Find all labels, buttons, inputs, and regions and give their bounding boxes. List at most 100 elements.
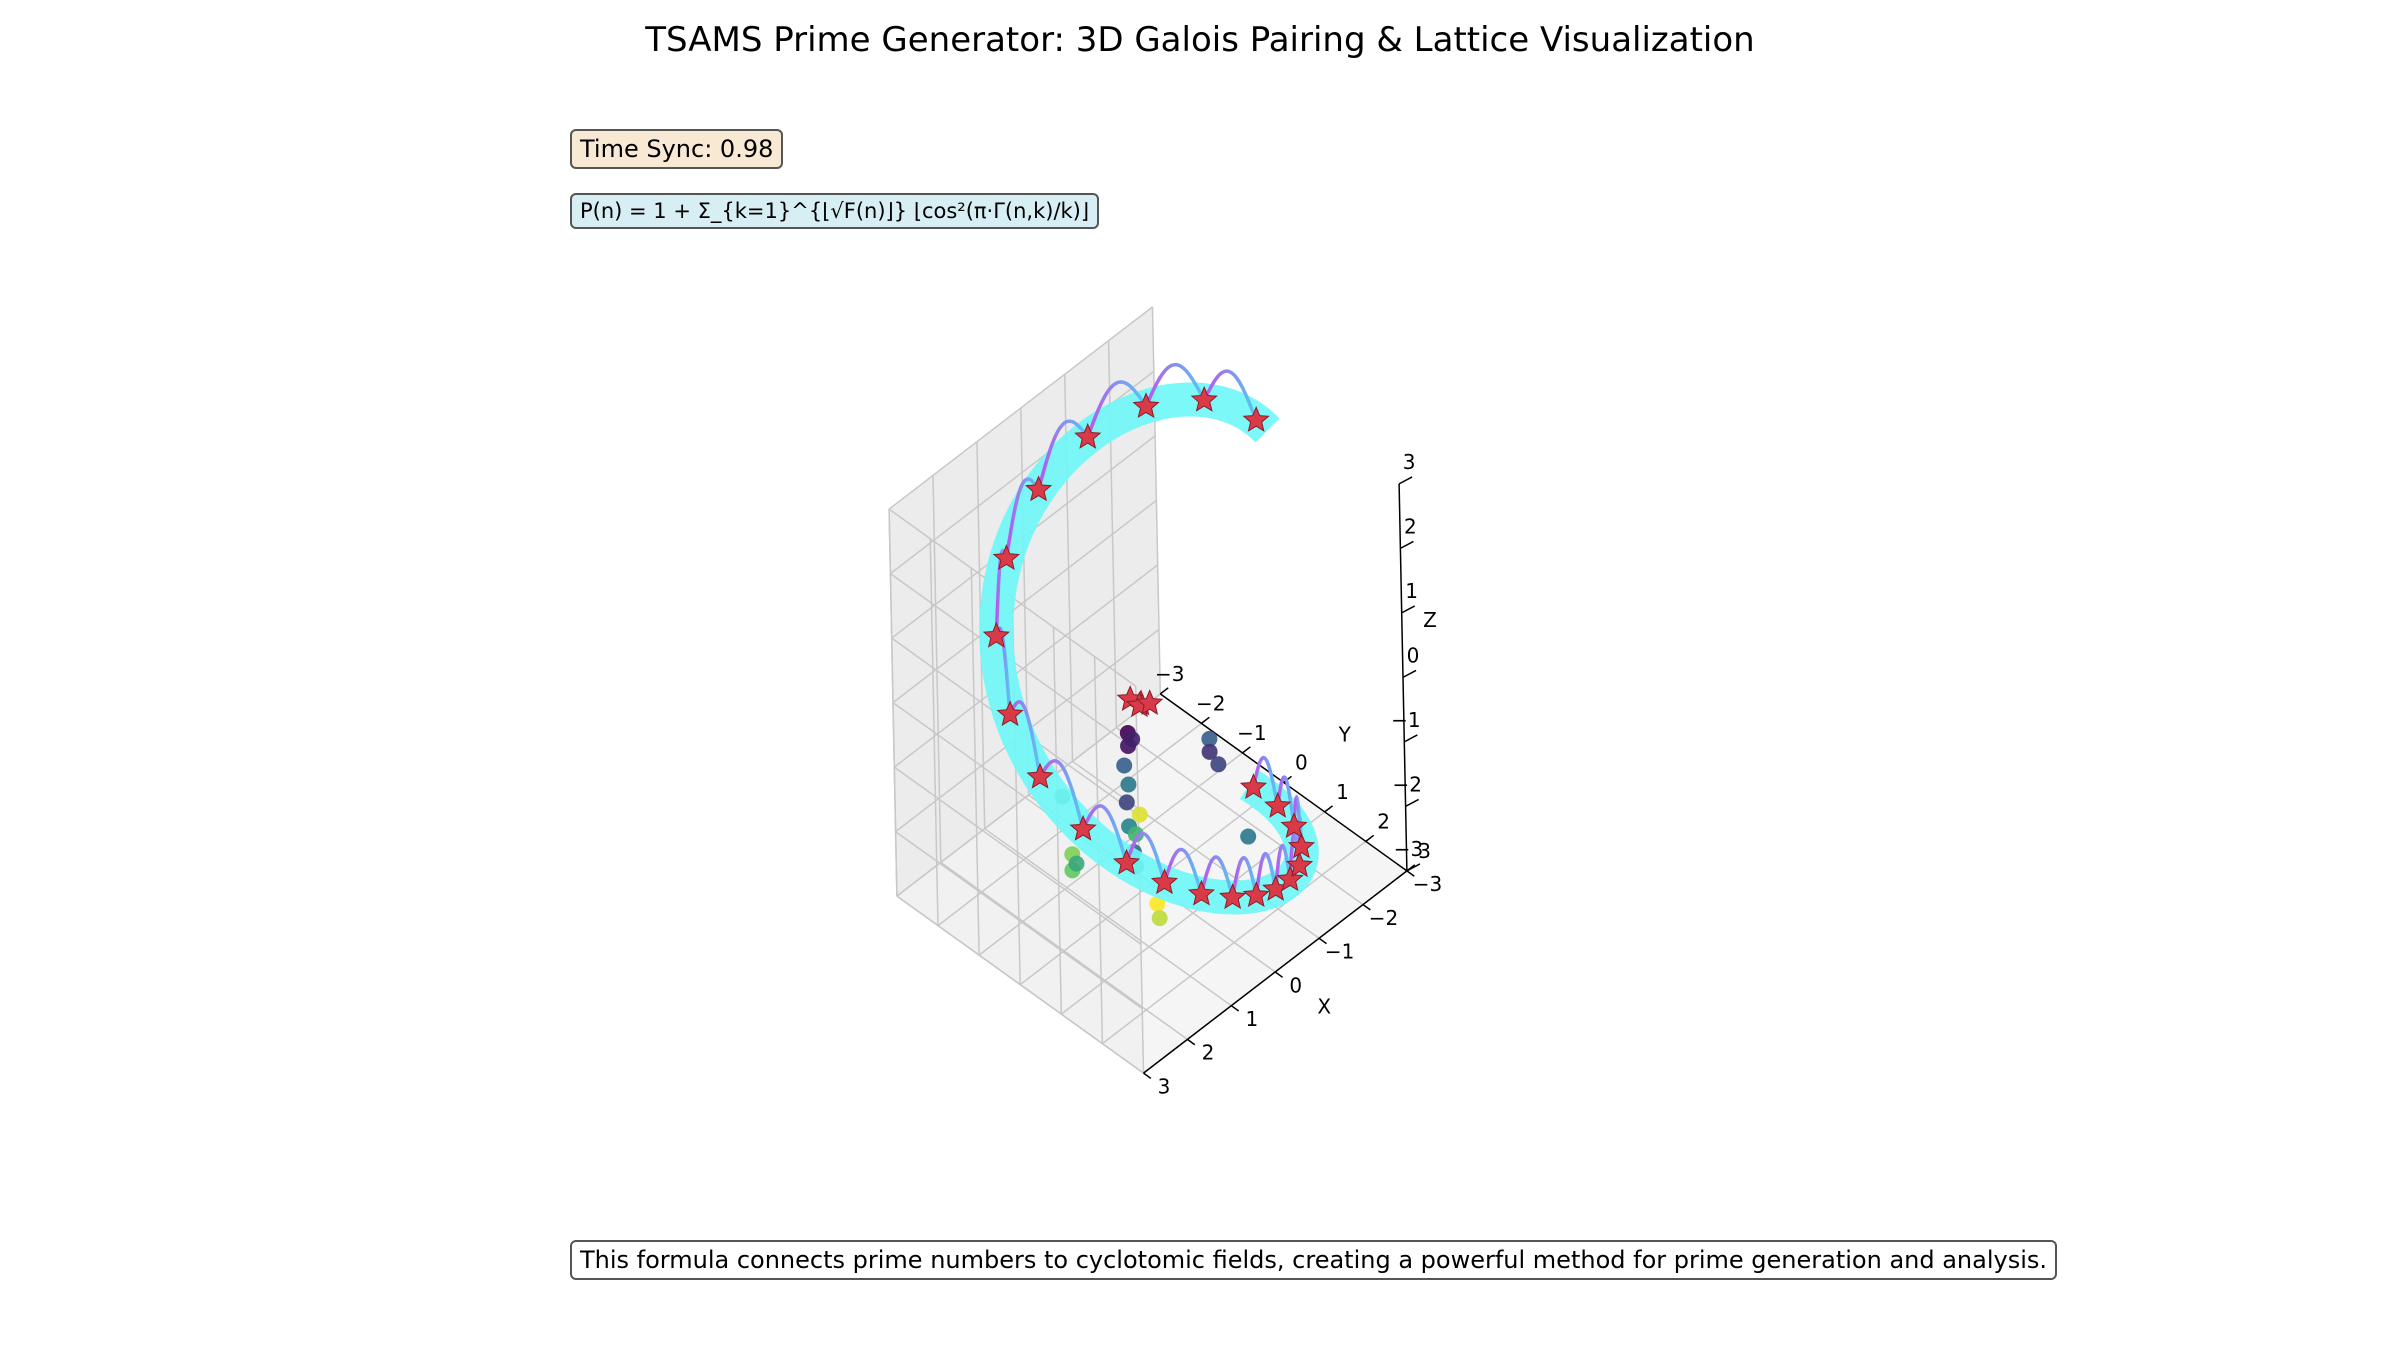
pairing-arc (1124, 831, 1167, 884)
y-tick-label: 0 (1295, 750, 1308, 774)
x-tick-label: −1 (1325, 940, 1354, 964)
lattice-point (1201, 730, 1218, 747)
y-tick (1365, 834, 1375, 842)
y-tick-label: −1 (1237, 721, 1266, 745)
pairing-arc (1202, 369, 1258, 421)
prime-star (1264, 791, 1292, 818)
grid-lines (888, 306, 1408, 1074)
z-tick-label: −2 (1392, 773, 1421, 797)
prime-star (1024, 475, 1053, 502)
prime-star (1242, 881, 1270, 908)
prime-star (1150, 868, 1179, 895)
pairing-arc (1254, 851, 1278, 896)
lattice-point (1201, 743, 1218, 760)
grid-line (888, 306, 1153, 510)
formula-box: P(n) = 1 + Σ_{k=1}^{⌊√F(n)⌋} ⌊cos²(π·Γ(n… (570, 193, 1100, 229)
lattice-point (1068, 855, 1085, 872)
time-sync-badge: Time Sync: 0.98 (570, 129, 784, 169)
y-tick-label: −3 (1155, 662, 1184, 686)
x-tick (1406, 870, 1415, 877)
prime-star (1276, 865, 1304, 892)
lattice-point (1210, 756, 1227, 773)
lattice-point (1116, 757, 1133, 774)
y-tick-label: −2 (1196, 691, 1225, 715)
x-tick-label: −3 (1413, 872, 1442, 896)
prime-star (1239, 773, 1268, 799)
x-tick-label: 0 (1289, 973, 1302, 997)
z-axis-label: Z (1423, 608, 1437, 632)
z-tick-label: −3 (1394, 837, 1423, 861)
lattice-point (1151, 910, 1168, 927)
prime-star (1136, 689, 1164, 715)
prime-star (1190, 385, 1218, 412)
prime-star (1074, 422, 1102, 449)
y-axis-label: Y (1338, 723, 1352, 747)
z-tick (1398, 476, 1413, 485)
pairing-arc (1081, 804, 1129, 864)
prime-star (1112, 848, 1141, 875)
x-tick (1230, 1005, 1240, 1012)
lattice-point (1131, 806, 1148, 823)
lattice-point (1120, 776, 1137, 793)
y-tick (1406, 864, 1416, 872)
prime-star (1132, 392, 1160, 419)
z-tick (1402, 669, 1417, 679)
grid-line (888, 509, 898, 897)
prime-star (1285, 851, 1314, 878)
x-tick-label: 1 (1245, 1007, 1258, 1031)
pairing-arc (1199, 855, 1235, 898)
y-tick-label: 3 (1418, 839, 1431, 863)
pairing-arc (1162, 847, 1204, 895)
z-tick-label: 2 (1404, 515, 1417, 539)
x-tick-label: 2 (1202, 1041, 1215, 1065)
y-tick (1242, 746, 1251, 754)
z-tick (1400, 540, 1414, 550)
prime-star (992, 544, 1021, 571)
x-tick (1274, 971, 1284, 978)
y-tick-label: 1 (1336, 780, 1349, 804)
y-tick (1324, 805, 1334, 813)
x-tick-label: −2 (1369, 906, 1398, 930)
pairing-arc (1038, 759, 1085, 830)
z-tick-label: −1 (1391, 708, 1420, 732)
lattice-point (1124, 731, 1141, 748)
chart-title: TSAMS Prime Generator: 3D Galois Pairing… (645, 20, 1755, 60)
prime-star (1026, 762, 1054, 789)
x-tick (1318, 937, 1327, 945)
prime-star (1287, 832, 1316, 859)
z-tick-label: 3 (1403, 450, 1416, 474)
z-tick-label: 1 (1405, 579, 1418, 603)
pairing-arc (1008, 700, 1042, 778)
y-tick-label: 2 (1377, 809, 1390, 833)
pairing-arc (1036, 419, 1090, 491)
lattice-point (1127, 826, 1144, 843)
lattice-point (1118, 794, 1135, 811)
prime-star (996, 700, 1024, 727)
grid-line (896, 895, 1144, 1074)
caption-box: This formula connects prime numbers to c… (570, 1240, 2058, 1280)
prime-star (1242, 405, 1270, 432)
prime-star (1069, 814, 1097, 841)
prime-stars (982, 385, 1316, 910)
pairing-arc (1251, 755, 1280, 807)
z-tick (1401, 605, 1416, 614)
pairing-arc (1086, 380, 1148, 438)
x-tick (1186, 1038, 1196, 1046)
pairing-arc (1275, 775, 1296, 827)
y-tick (1159, 687, 1169, 695)
x-axis-label: X (1317, 995, 1331, 1019)
z-tick-label: 0 (1407, 644, 1420, 668)
y-tick (1200, 716, 1210, 724)
grid-line (1101, 840, 1367, 1045)
x-tick (1143, 1072, 1152, 1080)
prime-star (1187, 879, 1216, 906)
pairing-arc (1144, 362, 1206, 408)
pairing-arc (1230, 855, 1259, 898)
z-tick (1405, 798, 1419, 808)
z-tick (1403, 734, 1418, 743)
x-tick-label: 3 (1158, 1074, 1171, 1098)
pairing-arc (1004, 477, 1041, 559)
prime-star (1219, 883, 1247, 910)
lattice-point (1149, 895, 1166, 912)
